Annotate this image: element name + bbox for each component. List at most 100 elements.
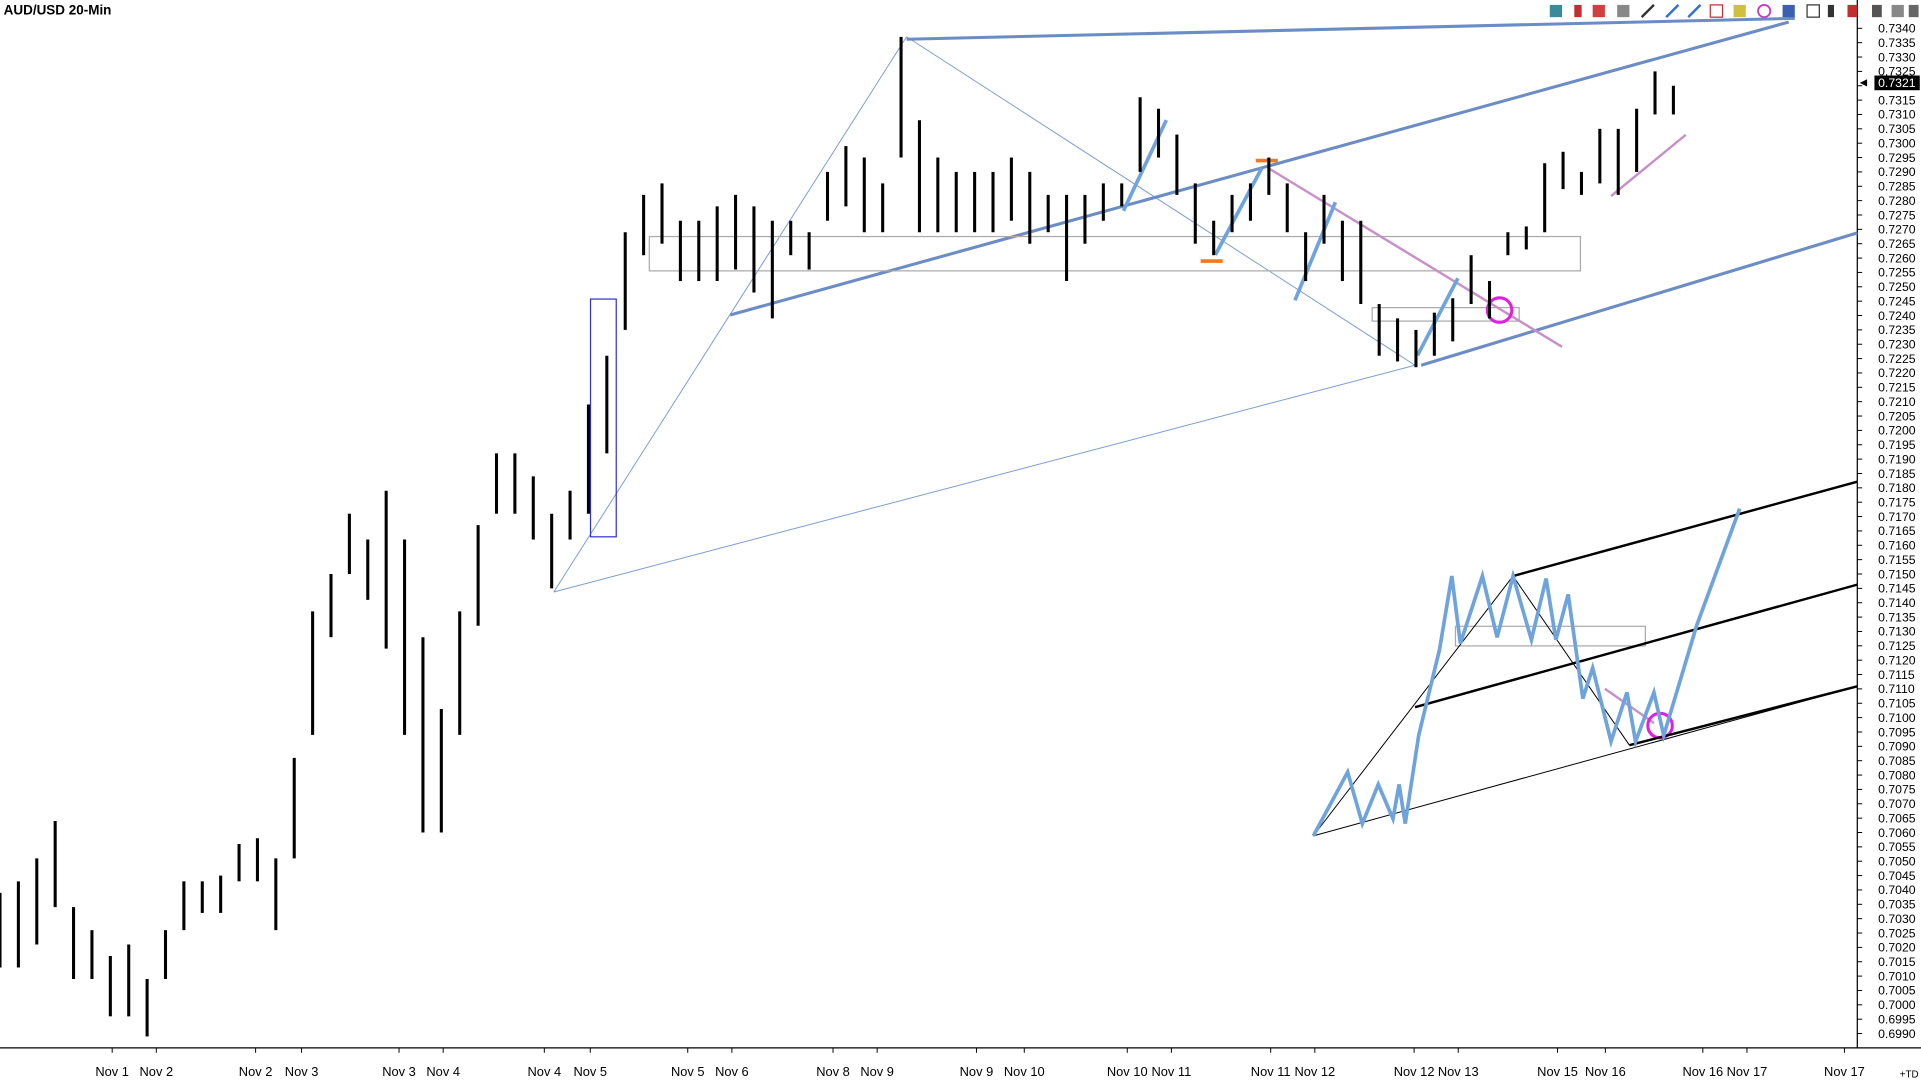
y-tick-label: 0.7015 — [1878, 955, 1916, 969]
tool-button[interactable] — [1733, 4, 1746, 18]
y-tick-label: 0.7000 — [1878, 998, 1916, 1012]
y-tick-label: 0.7065 — [1878, 811, 1916, 825]
y-tick-label: 0.7285 — [1878, 180, 1916, 194]
x-tick-label: Nov 8 — [816, 1064, 850, 1079]
y-tick-label: 0.7050 — [1878, 855, 1916, 869]
box — [1371, 307, 1520, 322]
x-tick-label: Nov 17 — [1824, 1064, 1865, 1079]
y-tick-label: 0.7290 — [1878, 165, 1916, 179]
y-tick-label: 0.7040 — [1878, 883, 1916, 897]
y-tick-label: 0.7270 — [1878, 223, 1916, 237]
x-tick-label: Nov 11 — [1251, 1064, 1291, 1079]
y-tick-label: 0.7085 — [1878, 754, 1916, 768]
tool-button[interactable] — [1665, 4, 1680, 19]
pink-line — [1610, 133, 1687, 198]
y-tick-label: 0.7035 — [1878, 898, 1916, 912]
y-tick-label: 0.7190 — [1878, 452, 1916, 466]
y-tick-label: 0.6995 — [1878, 1012, 1916, 1026]
y-tick-label: 0.7150 — [1878, 567, 1916, 581]
tool-button[interactable] — [1757, 3, 1772, 19]
x-tick-label: Nov 2 — [140, 1064, 174, 1079]
y-tick-label: 0.7215 — [1878, 381, 1916, 395]
y-tick-label: 0.7255 — [1878, 266, 1916, 280]
x-tick-label: Nov 12 — [1294, 1064, 1335, 1079]
y-tick-label: 0.7335 — [1878, 36, 1916, 50]
x-tick-label: Nov 16 — [1682, 1064, 1723, 1079]
y-tick-label: 0.7095 — [1878, 725, 1916, 739]
x-tick-label: Nov 2 — [239, 1064, 273, 1079]
y-tick-label: 0.7225 — [1878, 352, 1916, 366]
y-tick-label: 0.7130 — [1878, 625, 1916, 639]
box — [1454, 625, 1646, 647]
tool-button[interactable] — [1908, 4, 1919, 18]
tool-button[interactable] — [1574, 4, 1582, 18]
tool-button[interactable] — [1617, 4, 1630, 18]
y-tick-label: 0.7090 — [1878, 740, 1916, 754]
box — [648, 235, 1582, 272]
y-tick-label: 0.7205 — [1878, 409, 1916, 423]
drawings — [553, 16, 1858, 837]
x-tick-label: Nov 15 — [1537, 1064, 1578, 1079]
tool-button[interactable] — [1782, 4, 1795, 18]
y-tick-label: 0.7310 — [1878, 108, 1916, 122]
tool-button[interactable] — [1827, 4, 1835, 18]
tool-button[interactable] — [1891, 4, 1904, 18]
y-tick-label: 0.7140 — [1878, 596, 1916, 610]
y-tick-label: 0.7250 — [1878, 280, 1916, 294]
y-tick-label: 0.7230 — [1878, 338, 1916, 352]
scenario-path — [1311, 507, 1742, 837]
y-tick-label: 0.7280 — [1878, 194, 1916, 208]
y-tick-label: 0.7045 — [1878, 869, 1916, 883]
y-tick-label: 0.7185 — [1878, 467, 1916, 481]
y-tick-label: 0.7340 — [1878, 22, 1916, 36]
channel-line — [1420, 231, 1858, 367]
chart-title: AUD/USD 20-Min — [4, 3, 112, 18]
y-tick-label: 0.7120 — [1878, 653, 1916, 667]
y-tick-label: 0.7005 — [1878, 984, 1916, 998]
y-tick-label: 0.7265 — [1878, 237, 1916, 251]
y-tick-label: 0.7210 — [1878, 395, 1916, 409]
toolbar — [1549, 3, 1919, 19]
y-tick-label: 0.7220 — [1878, 366, 1916, 380]
tool-button[interactable] — [1549, 4, 1563, 18]
y-tick-label: 0.7125 — [1878, 639, 1916, 653]
channel-line — [906, 16, 1795, 41]
x-tick-label: Nov 4 — [528, 1064, 562, 1079]
y-tick-label: 0.7060 — [1878, 826, 1916, 840]
tool-button[interactable] — [1687, 4, 1702, 19]
y-tick-label: 0.7145 — [1878, 582, 1916, 596]
y-tick-label: 0.7325 — [1878, 65, 1916, 79]
x-tick-label: Nov 3 — [285, 1064, 319, 1079]
y-tick-label: 0.7300 — [1878, 136, 1916, 150]
x-tick-label: Nov 17 — [1727, 1064, 1768, 1079]
x-tick-label: Nov 1 — [95, 1064, 129, 1079]
last-price-box — [1874, 75, 1920, 91]
y-tick-label: 0.7200 — [1878, 424, 1916, 438]
x-tick-label: Nov 16 — [1585, 1064, 1626, 1079]
tool-button[interactable] — [1640, 4, 1655, 19]
tool-button[interactable] — [1847, 4, 1858, 18]
y-tick-label: 0.7020 — [1878, 941, 1916, 955]
y-tick-label: 0.7180 — [1878, 481, 1916, 495]
y-tick-label: 0.7235 — [1878, 323, 1916, 337]
box — [589, 298, 617, 538]
trend-line — [906, 36, 1416, 366]
highlight-circle — [1485, 296, 1514, 324]
x-tick-label: Nov 5 — [573, 1064, 607, 1079]
swing-lines — [1121, 119, 1460, 357]
channel-line — [729, 20, 1790, 317]
y-tick-label: 0.7110 — [1878, 682, 1915, 696]
y-tick-label: 0.7105 — [1878, 697, 1916, 711]
last-price-label: 0.7321 — [1878, 76, 1916, 90]
y-tick-label: 0.7075 — [1878, 783, 1916, 797]
tool-button[interactable] — [1871, 4, 1882, 18]
x-tick-label: Nov 6 — [715, 1064, 749, 1079]
tool-button[interactable] — [1806, 4, 1820, 18]
y-tick-label: 0.7330 — [1878, 50, 1916, 64]
tool-button[interactable] — [1709, 4, 1724, 18]
tool-button[interactable] — [1592, 4, 1605, 18]
y-tick-label: 0.7175 — [1878, 495, 1916, 509]
